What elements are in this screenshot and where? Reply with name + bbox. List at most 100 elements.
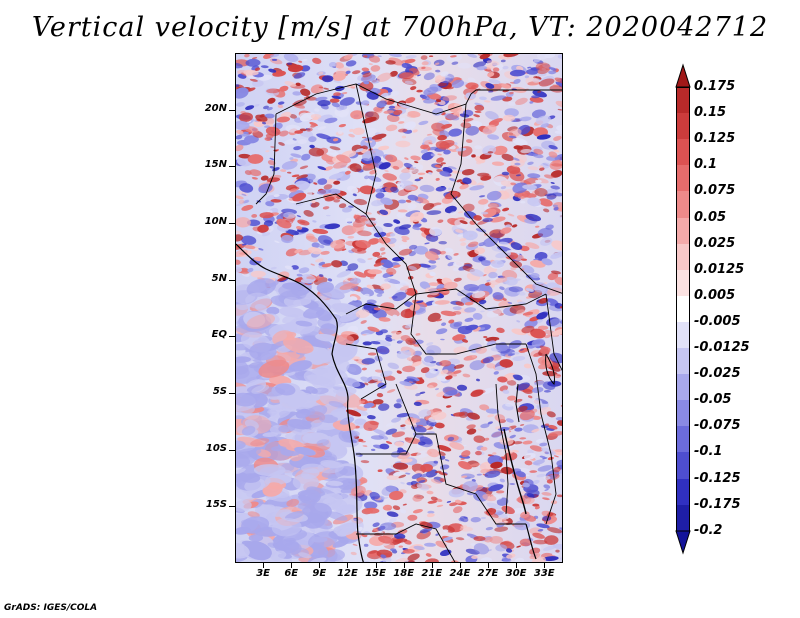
field-cell [538, 165, 543, 168]
field-cell [536, 312, 548, 320]
field-cell [418, 479, 426, 484]
field-cell [496, 497, 509, 506]
field-cell [481, 259, 491, 267]
field-cell [537, 227, 554, 238]
field-cell [553, 466, 561, 473]
field-cell [502, 114, 516, 122]
field-cell [544, 423, 550, 426]
field-cell [497, 376, 508, 383]
y-tick-mark [229, 166, 235, 168]
field-cell [317, 99, 331, 107]
field-cell [525, 242, 540, 249]
field-cell [435, 186, 447, 192]
field-cell [349, 128, 354, 132]
field-cell [437, 134, 447, 141]
field-cell [409, 164, 424, 174]
field-cell [328, 188, 341, 195]
field-cell [398, 72, 414, 80]
field-cell [396, 412, 410, 418]
field-cell [352, 127, 365, 136]
field-cell [495, 544, 508, 552]
field-cell [411, 361, 422, 367]
field-cell [380, 252, 386, 255]
y-tick-mark [229, 109, 235, 111]
field-cell [435, 140, 450, 150]
field-cell [501, 505, 515, 515]
field-cell [437, 82, 447, 87]
field-cell [441, 322, 447, 326]
field-cell [268, 68, 277, 73]
field-cell [512, 441, 523, 445]
field-cell [487, 134, 500, 140]
field-cell [411, 473, 423, 480]
field-cell [238, 153, 251, 159]
field-cell [322, 75, 334, 83]
field-cell [539, 442, 548, 447]
field-cell [333, 161, 348, 169]
field-cell [402, 503, 407, 506]
field-cell [543, 208, 550, 213]
field-cell [442, 95, 457, 101]
field-cell [346, 409, 362, 417]
field-cell [341, 248, 347, 251]
field-cell [397, 209, 408, 213]
field-cell [498, 342, 507, 348]
field-cell [496, 339, 501, 343]
field-cell [378, 162, 391, 170]
field-cell [274, 240, 280, 244]
field-cell [360, 460, 370, 464]
field-cell [488, 90, 494, 93]
field-cell [496, 490, 505, 494]
field-cell [426, 133, 432, 136]
field-cell [390, 186, 399, 193]
field-cell [424, 542, 436, 547]
field-cell [318, 244, 325, 249]
field-cell [311, 242, 320, 248]
field-cell [361, 67, 370, 72]
field-cell [549, 160, 562, 170]
field-cell [439, 170, 451, 177]
border [356, 523, 456, 562]
field-cell [325, 511, 348, 521]
colorbar-box [676, 87, 690, 114]
colorbar-box [676, 269, 690, 297]
field-cell [239, 183, 254, 193]
field-cell [266, 177, 281, 183]
field-cell [519, 116, 532, 122]
field-cell [444, 247, 454, 253]
field-cell [554, 277, 562, 286]
field-cell [546, 479, 553, 484]
field-cell [264, 113, 275, 119]
field-cell [549, 85, 562, 93]
field-cell [407, 514, 418, 521]
border [410, 293, 526, 355]
field-cell [313, 182, 318, 185]
field-cell [283, 542, 302, 555]
field-cell [400, 509, 407, 514]
field-cell [418, 409, 432, 418]
colorbar-bottom-arrow [675, 530, 691, 555]
field-cell [533, 57, 542, 63]
field-cell [364, 220, 378, 225]
field-cell [243, 131, 249, 135]
field-cell [367, 326, 380, 332]
field-cell [400, 458, 413, 463]
field-cell [440, 185, 445, 188]
x-tick-mark [375, 563, 377, 568]
field-cell [360, 376, 371, 383]
field-cell [462, 203, 475, 212]
lake [515, 383, 520, 423]
field-cell [437, 445, 452, 452]
field-cell [472, 312, 483, 320]
field-cell [535, 179, 542, 183]
field-cell [429, 271, 436, 277]
field-cell [339, 104, 348, 110]
field-cell [312, 228, 329, 235]
field-cell [525, 288, 535, 292]
field-cell [544, 54, 556, 59]
field-cell [414, 178, 421, 182]
field-cell [305, 235, 319, 243]
field-cell [339, 97, 355, 107]
field-cell [426, 342, 434, 346]
field-cell [279, 130, 289, 137]
